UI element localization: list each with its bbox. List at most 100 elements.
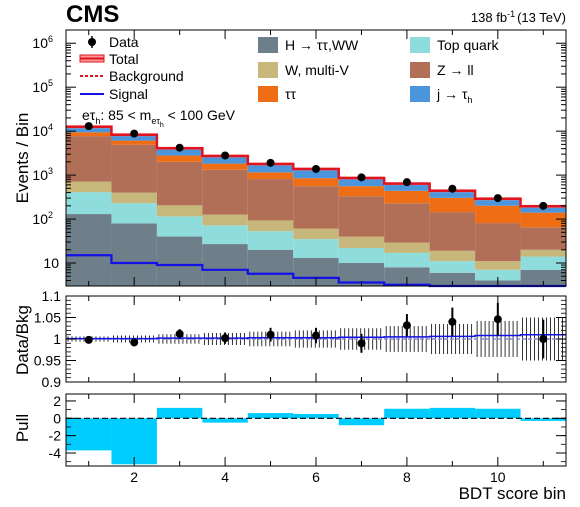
y-tick-exponent: 4 [48,122,53,132]
category-range-subsub: h [160,122,164,129]
bar-w_multiv [156,205,203,217]
legend-top: Top quark [410,37,499,53]
pull-bar [338,418,385,426]
ratio-point [221,334,230,343]
ratio-y-axis-title: Data/Bkg [13,305,32,375]
legend-h-tautau-ww: H → ττ,WW [258,37,359,53]
bar-w_multiv [202,214,248,226]
pull-y-tick-label: 0 [53,410,61,426]
bar-z_ll [156,161,203,206]
y-tick-base: 10 [32,79,48,95]
ratio-point [266,330,275,339]
pull-bar [384,408,430,419]
ratio-point [130,338,139,347]
bar-top [384,252,430,268]
data-point [539,201,548,210]
ratio-y-tick-label: 1 [53,331,61,347]
bar-top [338,247,385,264]
bar-tautau [156,155,203,162]
legend: Data Total Background Signal H → ττ,WW W… [79,34,499,105]
bar-z_ll [520,227,566,250]
legend-jet-fake-text: j → τ [436,86,468,102]
legend-total: Total [79,51,139,67]
ratio-y-tick-label: 0.95 [34,353,61,369]
bar-h_tautau_ww [111,223,157,286]
legend-w-multiv-label: W, multi-V [285,62,349,78]
ratio-point [357,339,366,348]
pull-panel: -4-202 2 4 6 8 10 [49,30,567,485]
pull-y-tick-label: -4 [49,445,62,461]
legend-z-ll: Z → ll [410,62,474,78]
lumi-label: 138 fb-1 (13 TeV) [471,9,566,25]
bar-w_multiv [429,250,476,262]
bar-tautau [475,205,521,224]
data-point [130,129,139,138]
data-point [312,164,320,173]
bar-h_tautau_ww [66,214,112,286]
legend-background: Background [80,68,184,84]
pull-y-tick-label: 2 [53,393,61,409]
bar-h_tautau_ww [520,269,566,286]
pull-bar [111,418,157,465]
legend-tautau-swatch [258,86,278,102]
y-tick-base: 10 [32,123,48,139]
pull-bar [520,418,566,421]
pull-bar [202,418,248,423]
bar-tautau [247,172,294,180]
bar-w_multiv [520,249,566,257]
ratio-point [84,335,93,344]
bar-z_ll [247,179,294,221]
bar-z_ll [384,203,430,243]
legend-z-ll-label: Z → ll [437,62,474,78]
bar-top [202,225,248,245]
data-point [266,158,275,167]
pull-y-ticks: -4-2 02 [49,393,566,463]
bar-z_ll [293,186,339,229]
bar-tautau [429,197,476,213]
bar-w_multiv [475,261,521,270]
y-tick-exponent: 3 [48,166,53,176]
y-tick-label: 103 [32,166,53,183]
bar-tautau [384,190,430,204]
signal-plus-bkg-ratio [66,333,566,340]
x-axis-ticks: 2 4 6 8 10 [88,30,544,485]
ratio-point [312,331,320,340]
legend-background-label: Background [109,68,184,84]
bar-top [156,216,203,237]
bar-jet_fake [475,198,521,206]
main-y-axis-title: Events / Bin [13,113,32,204]
y-tick-label: 105 [32,78,53,95]
pull-content [66,407,566,465]
bar-z_ll [111,144,157,193]
y-tick-label: 104 [32,122,53,139]
bar-z_ll [66,136,112,182]
bar-top [247,231,294,250]
bar-w_multiv [111,192,157,204]
bar-top [111,203,157,224]
y-tick-base: 10 [32,211,48,227]
pull-bar [247,413,294,419]
y-tick-exponent: 6 [48,34,53,44]
bar-z_ll [202,169,248,215]
legend-data: Data [88,34,139,50]
bar-tautau [111,140,157,145]
bar-w_multiv [338,236,385,248]
lumi-exponent: -1 [507,9,515,19]
ratio-content [66,302,566,361]
data-point [221,151,230,160]
legend-signal: Signal [80,86,148,102]
ratio-y-tick-label: 1.1 [42,288,62,304]
pull-y-tick-label: -2 [49,428,62,444]
x-tick-label: 8 [403,469,411,485]
pull-bar [66,418,112,451]
x-tick-label: 6 [312,469,320,485]
ratio-y-ticks: 0.9 0.95 1 1.05 1.1 [34,288,566,390]
data-point [357,173,366,182]
bar-h_tautau_ww [429,272,476,286]
ratio-point [402,321,411,330]
ratio-point [493,315,502,324]
data-point [175,143,184,152]
